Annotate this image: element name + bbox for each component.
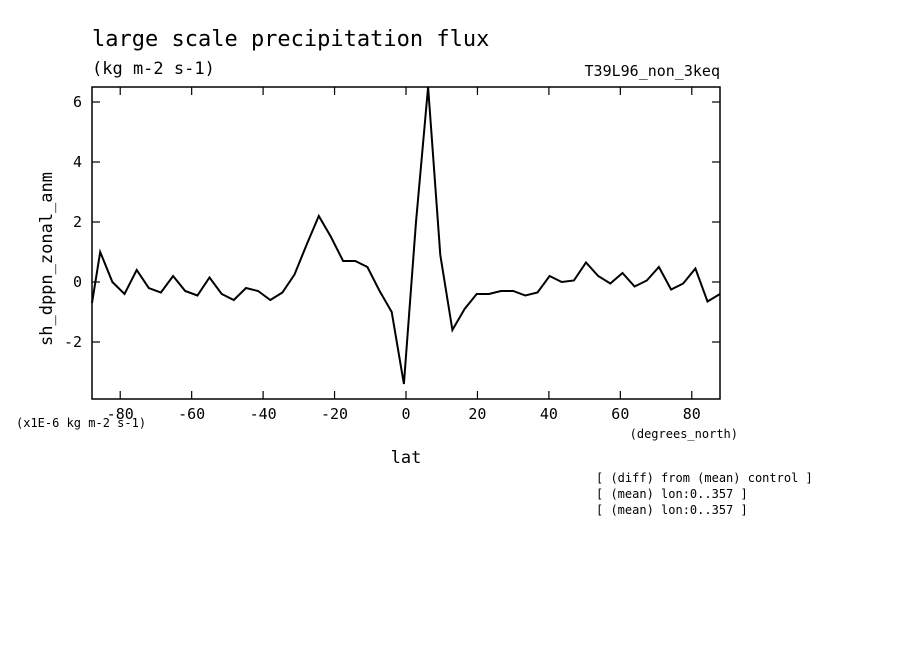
x-tick-label: 80 [683, 405, 701, 423]
y-tick-label: 6 [73, 93, 82, 111]
series-layer [91, 86, 721, 385]
y-axis-label: sh_dppn_zonal_anm [37, 172, 57, 346]
x-tick-label: -40 [250, 405, 277, 423]
y-tick-label: 4 [73, 153, 82, 171]
note-line-1: [ (diff) from (mean) control ] [596, 471, 813, 485]
x-tick-label: 0 [401, 405, 410, 423]
x-axis-label: lat [391, 448, 422, 468]
y-axis-ticks: -2 0 2 4 6 [64, 93, 720, 351]
x-tick-label: -20 [321, 405, 348, 423]
x-tick-label: -60 [178, 405, 205, 423]
y-scale-note: (x1E-6 kg m-2 s-1) [16, 416, 146, 430]
x-units-label: (degrees_north) [630, 427, 738, 441]
y-tick-label: 0 [73, 273, 82, 291]
chart-subtitle: (kg m-2 s-1) [92, 59, 215, 79]
dataset-label: T39L96_non_3keq [585, 62, 720, 80]
x-axis-ticks: -80 -60 -40 -20 0 20 40 60 80 [107, 87, 701, 423]
note-line-2: [ (mean) lon:0..357 ] [596, 487, 748, 501]
x-tick-label: 60 [611, 405, 629, 423]
y-tick-label: 2 [73, 213, 82, 231]
x-tick-label: 40 [540, 405, 558, 423]
x-tick-label: -80 [107, 405, 134, 423]
x-tick-label: 20 [468, 405, 486, 423]
chart-title: large scale precipitation flux [92, 27, 489, 52]
note-line-3: [ (mean) lon:0..357 ] [596, 503, 748, 517]
y-tick-label: -2 [64, 333, 82, 351]
series-line [91, 86, 721, 385]
